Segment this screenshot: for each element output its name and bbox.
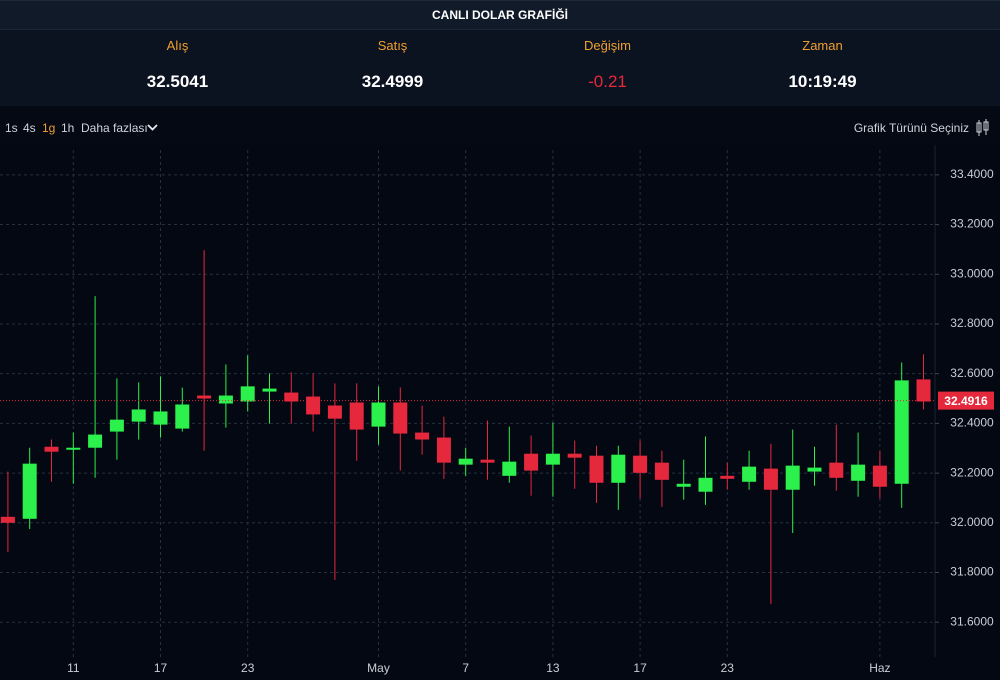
candle-body [131,409,146,422]
stat-value: 32.4999 [361,72,424,91]
candle-body [633,455,648,473]
candle-body [807,467,822,472]
candle-body [349,402,364,430]
stat: Satış 32.4999 [285,31,500,92]
chart-background [0,145,1000,680]
last-price-box [938,391,994,410]
candle-body [175,404,190,429]
candle-body [763,468,778,490]
toolbar: 1s 4s 1g 1h Daha fazlası Grafik Türünü S… [0,118,1000,138]
y-tick-label: 32.0000 [950,515,994,529]
last-price-label: 32.4916 [944,394,988,408]
x-tick-label: May [367,661,390,675]
x-tick-label: 11 [67,661,80,675]
stat-label: Satış [377,38,408,53]
stat: Alış 32.5041 [70,31,285,92]
candle-body [44,446,59,452]
candle-body [197,395,212,399]
stat-value: 32.5041 [146,72,209,91]
y-tick-label: 32.6000 [950,366,994,380]
candle-body [676,483,691,487]
candles [0,250,931,605]
x-tick-label: Haz [869,661,890,675]
candle-body [327,405,342,419]
candle-body [480,459,495,463]
candle-icon[interactable] [975,118,991,138]
stat-label: Değişim [584,38,631,53]
candle-body [654,462,669,480]
y-tick-label: 31.6000 [950,614,994,628]
candle-body [545,453,560,465]
candle-body [720,475,735,479]
candle-body [894,380,909,484]
x-tick-label: 17 [154,661,168,675]
title-bar: CANLI DOLAR GRAFİĞİ [0,1,1000,30]
chevron-icon[interactable] [147,123,158,132]
candle-body [415,432,430,440]
more-button[interactable]: Daha fazlası [81,121,148,135]
stat-label: Zaman [802,38,843,53]
candle-body [589,455,604,483]
candle-body [0,516,15,523]
candle-body [22,463,37,519]
candle-body [262,388,277,392]
stat-label: Alış [166,38,189,53]
stat: Zaman 10:19:49 [715,31,930,92]
overlay: 32.4916 [0,391,994,410]
y-tick-label: 33.0000 [950,266,994,280]
candle-body [458,458,473,465]
candle-body [502,461,517,476]
candle-body [88,434,103,448]
x-tick-label: 7 [462,661,469,675]
x-tick-label: 13 [546,661,560,675]
candle-body [393,402,408,434]
y-tick-label: 32.4000 [950,416,994,430]
candle-body [153,411,168,425]
candle-body [611,454,626,483]
y-tick-label: 33.2000 [950,217,994,231]
grid: 31.6000 31.8000 32.0000 32.2000 32.4000 32.60… [0,150,994,675]
x-tick-label: 23 [241,661,255,675]
interval-button[interactable]: 1s [5,121,18,135]
interval-button[interactable]: 1h [61,121,75,135]
candle-body [218,395,233,404]
candle-body [284,392,299,402]
chart-type-button[interactable]: Grafik Türünü Seçiniz [853,121,969,135]
candle-body [306,396,321,415]
candle-body [785,465,800,490]
candle-body [524,453,539,471]
interval-button[interactable]: 4s [23,121,36,135]
candle-body [916,379,931,402]
candle-body [436,437,451,463]
candle-body [240,386,255,402]
candle-body [109,419,124,432]
candle-body [66,447,81,450]
stat-value: -0.21 [588,72,627,91]
x-tick-label: 23 [721,661,735,675]
y-tick-label: 31.8000 [950,565,994,579]
stats: Alış 32.5041 Satış 32.4999 Değişim -0.21… [70,31,930,92]
stat-value: 10:19:49 [788,72,857,91]
candle-body [851,464,866,481]
candle-body [829,462,844,478]
y-tick-label: 33.4000 [950,167,994,181]
candle-body [872,465,887,487]
header-panel: CANLI DOLAR GRAFİĞİ Alış 32.5041 Satış 3… [0,0,1000,106]
candle-body [371,402,386,427]
candle-body [742,466,757,482]
candle-body [567,453,582,458]
candle-body [698,477,713,492]
interval-button[interactable]: 1g [42,121,56,135]
y-tick-label: 32.8000 [950,316,994,330]
page-title: CANLI DOLAR GRAFİĞİ [432,8,568,22]
x-tick-label: 17 [633,661,647,675]
stat: Değişim -0.21 [500,31,715,92]
y-tick-label: 32.2000 [950,465,994,479]
